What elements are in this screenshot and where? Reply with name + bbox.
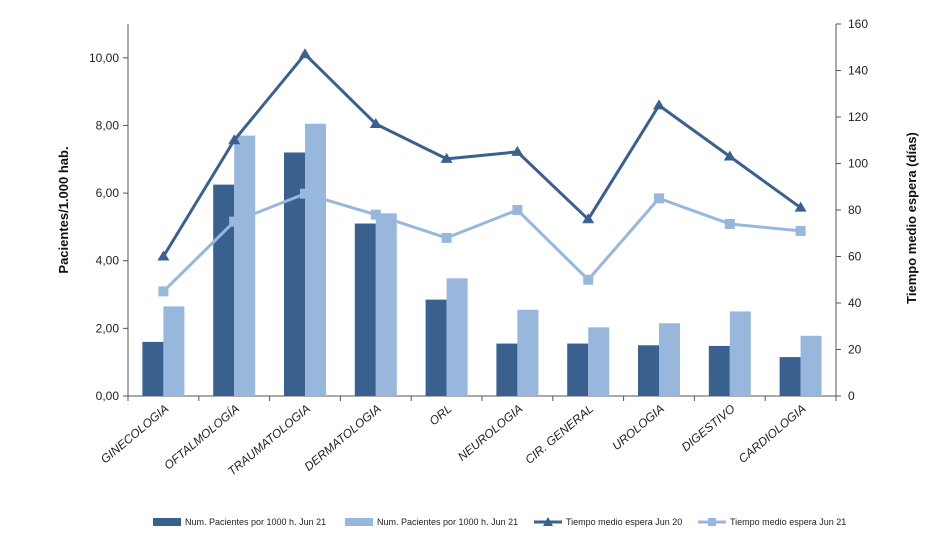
bar-series-1 (354, 223, 376, 396)
x-category-label: GINECOLOGIA (98, 402, 171, 467)
line-point-triangle (157, 250, 170, 261)
line-point-triangle (511, 145, 524, 156)
y2-tick-label: 120 (848, 110, 868, 124)
x-category-label: ORL (427, 402, 455, 429)
line-point-triangle (369, 117, 382, 128)
bar-series-1 (567, 343, 589, 396)
legend: Num. Pacientes por 1000 h. Jun 21 Num. Pa… (153, 517, 846, 527)
x-category-label: DERMATOLOGIA (302, 402, 384, 474)
y-tick-label: 8,00 (96, 118, 120, 132)
bar-series-2 (305, 123, 326, 396)
legend-label: Tiempo medio espera Jun 21 (730, 517, 846, 527)
bar-series-2 (446, 278, 468, 396)
y-tick-label: 10,00 (89, 51, 119, 65)
line-point-triangle (653, 99, 665, 110)
line-point-square (795, 225, 806, 236)
legend-label: Num. Pacientes por 1000 h. Jun 21 (377, 517, 518, 527)
y2-tick-label: 60 (848, 250, 862, 264)
y-axis-title: Pacientes/1.000 hab. (56, 146, 71, 273)
x-category-label: OFTALMOLOGÍA (161, 401, 242, 473)
y2-tick-label: 160 (848, 17, 868, 31)
legend-label: Num. Pacientes por 1000 h. Jun 21 (185, 517, 326, 527)
y2-tick-label: 80 (848, 203, 862, 217)
line-series-2 (162, 192, 801, 293)
legend-swatch (153, 518, 181, 526)
bar-series-1 (708, 345, 730, 396)
legend-marker (708, 518, 716, 526)
line-point-square (229, 216, 240, 227)
line-point-triangle (582, 213, 595, 224)
x-category-label: UROLOGIA (609, 402, 667, 453)
legend-label: Tiempo medio espera Jun 20 (566, 517, 682, 527)
bar-series-2 (800, 335, 822, 396)
y2-tick-label: 0 (848, 389, 855, 403)
bar-series-2 (729, 311, 751, 396)
y2-tick-label: 100 (848, 157, 868, 171)
line-point-square (370, 209, 381, 220)
y-tick-label: 0,00 (96, 389, 120, 403)
line-point-square (583, 274, 594, 285)
bar-series-1 (425, 299, 447, 396)
line-point-square (724, 218, 735, 229)
bar-series-1 (142, 341, 164, 396)
bars (142, 123, 822, 396)
bar-series-2 (588, 327, 610, 396)
y-tick-label: 2,00 (96, 321, 120, 335)
legend-marker (543, 517, 553, 526)
x-category-label: DIGESTIVO (679, 402, 738, 455)
bar-series-2 (517, 309, 539, 396)
bar-series-1 (638, 345, 659, 396)
x-category-label: NEUROLOGIA (455, 402, 525, 464)
y2-axis-title: Tiempo medio espera (días) (904, 132, 919, 304)
bar-series-2 (659, 323, 680, 396)
y-tick-label: 6,00 (96, 186, 120, 200)
line-point-triangle (299, 48, 311, 59)
line-point-square (512, 205, 523, 215)
y2-tick-label: 40 (848, 296, 862, 310)
bar-series-1 (496, 343, 518, 396)
y2-tick-label: 140 (848, 64, 868, 78)
lines (157, 48, 807, 297)
line-point-square (300, 188, 310, 199)
y-tick-label: 4,00 (96, 254, 120, 268)
bar-series-1 (779, 357, 801, 396)
y2-tick-label: 20 (848, 343, 862, 357)
bar-series-2 (163, 306, 185, 396)
bar-series-1 (284, 152, 305, 396)
legend-swatch (345, 518, 373, 526)
line-series-1 (162, 52, 802, 258)
bar-series-1 (213, 184, 235, 396)
line-point-triangle (723, 150, 736, 161)
line-point-square (441, 232, 452, 243)
line-point-square (654, 193, 664, 204)
line-point-square (158, 286, 169, 297)
line-point-triangle (228, 134, 241, 145)
x-category-label: CARDIOLOGIA (736, 402, 809, 466)
line-point-triangle (440, 152, 453, 163)
x-category-label: CIR. GENERAL (522, 402, 596, 467)
bar-series-2 (375, 213, 397, 396)
bar-series-2 (234, 135, 256, 396)
line-point-triangle (794, 201, 807, 212)
